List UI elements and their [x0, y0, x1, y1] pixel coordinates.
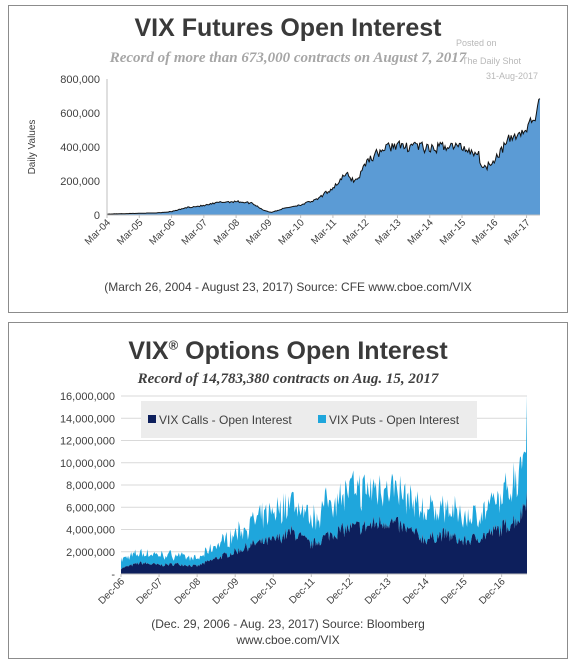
- posted-label: Posted on: [456, 38, 497, 48]
- options-caption-line1: (Dec. 29, 2006 - Aug. 23, 2017) Source: …: [151, 617, 425, 631]
- posted-date: 31-Aug-2017: [486, 71, 539, 81]
- posted-source: The Daily Shot: [462, 56, 522, 66]
- options-title-vix: VIX: [128, 337, 169, 365]
- futures-title: VIX Futures Open Interest: [134, 14, 442, 42]
- options-subtitle: Record of 14,783,380 contracts on Aug. 1…: [137, 371, 439, 387]
- registered-mark: ®: [168, 337, 179, 353]
- futures-subtitle: Record of more than 673,000 contracts on…: [109, 50, 467, 66]
- options-title-rest: Options Open Interest: [178, 337, 448, 365]
- options-title: VIX® Options Open Interest: [0, 337, 576, 366]
- futures-caption: (March 26, 2004 - August 23, 2017) Sourc…: [104, 280, 472, 294]
- options-caption-line2: www.cboe.com/VIX: [236, 633, 340, 647]
